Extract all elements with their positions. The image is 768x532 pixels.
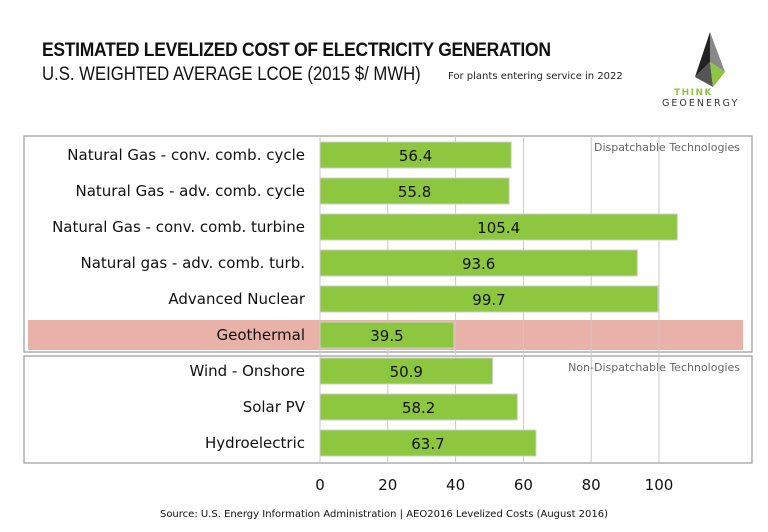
data-label: 63.7 [411, 435, 444, 453]
data-label: 50.9 [390, 363, 423, 381]
category-label: Wind - Onshore [189, 362, 305, 380]
category-label: Natural Gas - conv. comb. cycle [67, 146, 305, 164]
think-geoenergy-logo-icon [695, 32, 725, 87]
bar [319, 429, 537, 457]
bar [319, 285, 659, 313]
group-label-non-dispatchable: Non-Dispatchable Technologies [568, 361, 740, 374]
bar [319, 249, 638, 277]
x-tick-label: 60 [514, 476, 533, 494]
logo-geoenergy: GEOENERGY [662, 98, 740, 109]
bar [319, 177, 510, 205]
category-label: Natural gas - adv. comb. turb. [81, 254, 305, 272]
x-tick-label: 80 [582, 476, 601, 494]
category-label: Advanced Nuclear [168, 290, 305, 308]
data-label: 39.5 [370, 327, 403, 345]
x-tick-label: 20 [378, 476, 397, 494]
category-label: Solar PV [243, 398, 306, 416]
source-note: Source: U.S. Energy Information Administ… [159, 509, 609, 520]
bar [319, 141, 512, 169]
data-label: 99.7 [472, 291, 505, 309]
category-label: Geothermal [216, 326, 305, 344]
data-label: 93.6 [462, 255, 495, 273]
data-label: 58.2 [402, 399, 435, 417]
logo-think: THINK [674, 88, 714, 98]
category-label: Natural Gas - adv. comb. cycle [76, 182, 306, 200]
category-label: Hydroelectric [205, 434, 305, 452]
bar [319, 357, 494, 385]
data-label: 56.4 [399, 147, 432, 165]
chart-note: For plants entering service in 2022 [448, 71, 623, 82]
chart-title: ESTIMATED LEVELIZED COST OF ELECTRICITY … [42, 40, 551, 61]
bar [319, 321, 455, 349]
x-tick-label: 40 [446, 476, 465, 494]
bar [319, 393, 518, 421]
chart-subtitle: U.S. WEIGHTED AVERAGE LCOE (2015 $/ MWH) [42, 64, 421, 85]
category-label: Natural Gas - conv. comb. turbine [52, 218, 305, 236]
bar [319, 213, 678, 241]
data-label: 105.4 [477, 219, 520, 237]
x-tick-label: 100 [645, 476, 674, 494]
group-label-dispatchable: Dispatchable Technologies [594, 141, 740, 154]
x-tick-label: 0 [315, 476, 325, 494]
data-label: 55.8 [398, 183, 431, 201]
